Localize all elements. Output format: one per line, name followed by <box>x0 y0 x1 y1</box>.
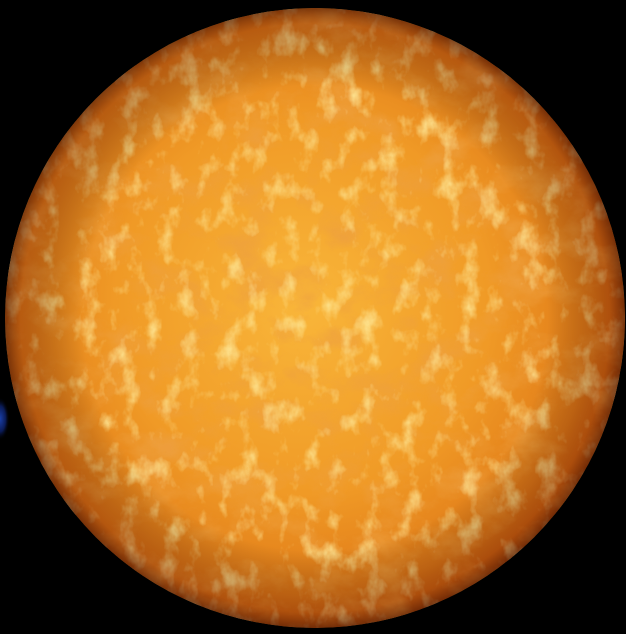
sphere <box>5 8 625 628</box>
sphere-rim <box>5 8 625 628</box>
